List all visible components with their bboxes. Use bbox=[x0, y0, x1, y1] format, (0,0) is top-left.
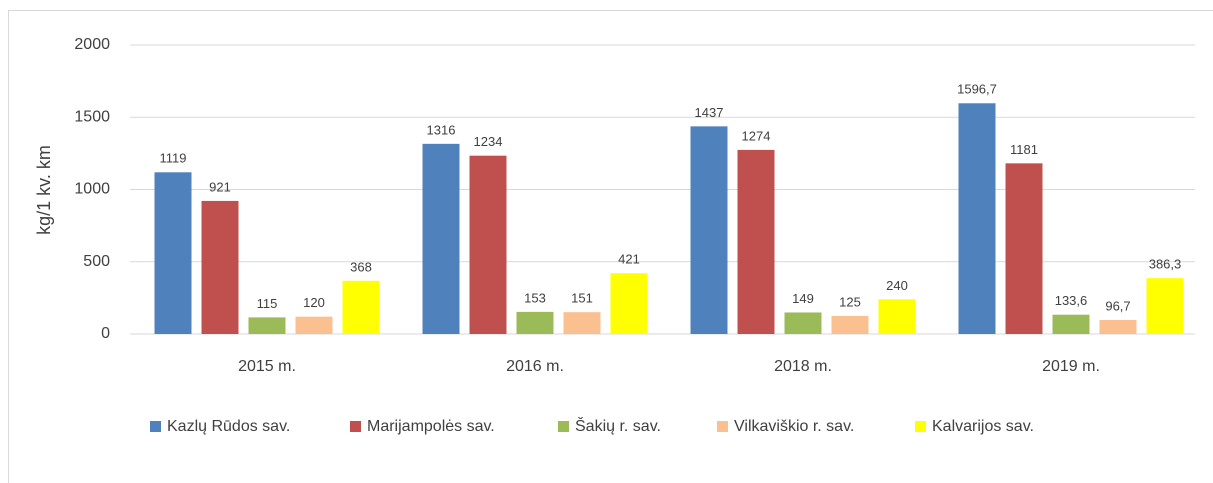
bar bbox=[1146, 278, 1184, 334]
y-axis-label: kg/1 kv. km bbox=[34, 145, 54, 235]
data-label: 133,6 bbox=[1055, 293, 1088, 308]
bar bbox=[516, 311, 554, 334]
data-label: 153 bbox=[524, 290, 546, 305]
legend-swatch bbox=[350, 421, 361, 432]
data-label: 1437 bbox=[695, 105, 724, 120]
legend-swatch bbox=[150, 421, 161, 432]
bar bbox=[784, 312, 822, 334]
bar bbox=[610, 273, 648, 334]
y-tick-label: 2000 bbox=[74, 36, 110, 53]
data-label: 1234 bbox=[474, 134, 503, 149]
legend-swatch bbox=[558, 421, 569, 432]
data-label: 921 bbox=[209, 179, 231, 194]
data-label: 240 bbox=[886, 278, 908, 293]
bar bbox=[201, 200, 239, 334]
legend-label: Šakių r. sav. bbox=[575, 416, 661, 435]
data-label: 125 bbox=[839, 294, 861, 309]
bar bbox=[878, 299, 916, 334]
bar bbox=[342, 280, 380, 334]
data-label: 149 bbox=[792, 291, 814, 306]
bar bbox=[958, 103, 996, 334]
data-label: 421 bbox=[618, 252, 640, 267]
bar bbox=[737, 149, 775, 334]
data-label: 1119 bbox=[160, 151, 187, 166]
legend-swatch bbox=[915, 421, 926, 432]
bar bbox=[1099, 320, 1137, 334]
bar bbox=[422, 143, 460, 334]
x-tick-label: 2018 m. bbox=[774, 358, 832, 375]
x-tick-label: 2016 m. bbox=[506, 358, 564, 375]
legend-label: Kalvarijos sav. bbox=[932, 418, 1034, 435]
chart-border bbox=[8, 10, 1213, 483]
data-label: 151 bbox=[571, 291, 593, 306]
y-tick-label: 500 bbox=[83, 253, 110, 270]
bar bbox=[690, 126, 728, 334]
bar bbox=[831, 315, 869, 334]
data-label: 96,7 bbox=[1105, 298, 1130, 313]
x-tick-label: 2019 m. bbox=[1042, 358, 1100, 375]
bar bbox=[563, 312, 601, 334]
y-tick-label: 0 bbox=[101, 325, 110, 342]
bar bbox=[295, 316, 333, 334]
data-label: 368 bbox=[350, 259, 372, 274]
legend-label: Vilkaviškio r. sav. bbox=[734, 418, 854, 435]
bar bbox=[154, 172, 192, 334]
legend-label: Marijampolės sav. bbox=[367, 418, 495, 435]
bar bbox=[1005, 163, 1043, 334]
legend-swatch bbox=[717, 421, 728, 432]
legend-label: Kazlų Rūdos sav. bbox=[167, 418, 290, 435]
data-label: 386,3 bbox=[1149, 257, 1182, 272]
bar bbox=[248, 317, 286, 334]
data-label: 115 bbox=[257, 296, 278, 311]
data-label: 1274 bbox=[742, 128, 771, 143]
bar bbox=[469, 155, 507, 334]
data-label: 1316 bbox=[427, 122, 456, 137]
x-tick-label: 2015 m. bbox=[238, 358, 296, 375]
data-label: 1181 bbox=[1010, 142, 1038, 157]
y-tick-label: 1500 bbox=[74, 108, 110, 125]
data-label: 120 bbox=[303, 295, 325, 310]
y-tick-label: 1000 bbox=[74, 181, 110, 198]
bar bbox=[1052, 314, 1090, 334]
data-label: 1596,7 bbox=[957, 82, 997, 97]
